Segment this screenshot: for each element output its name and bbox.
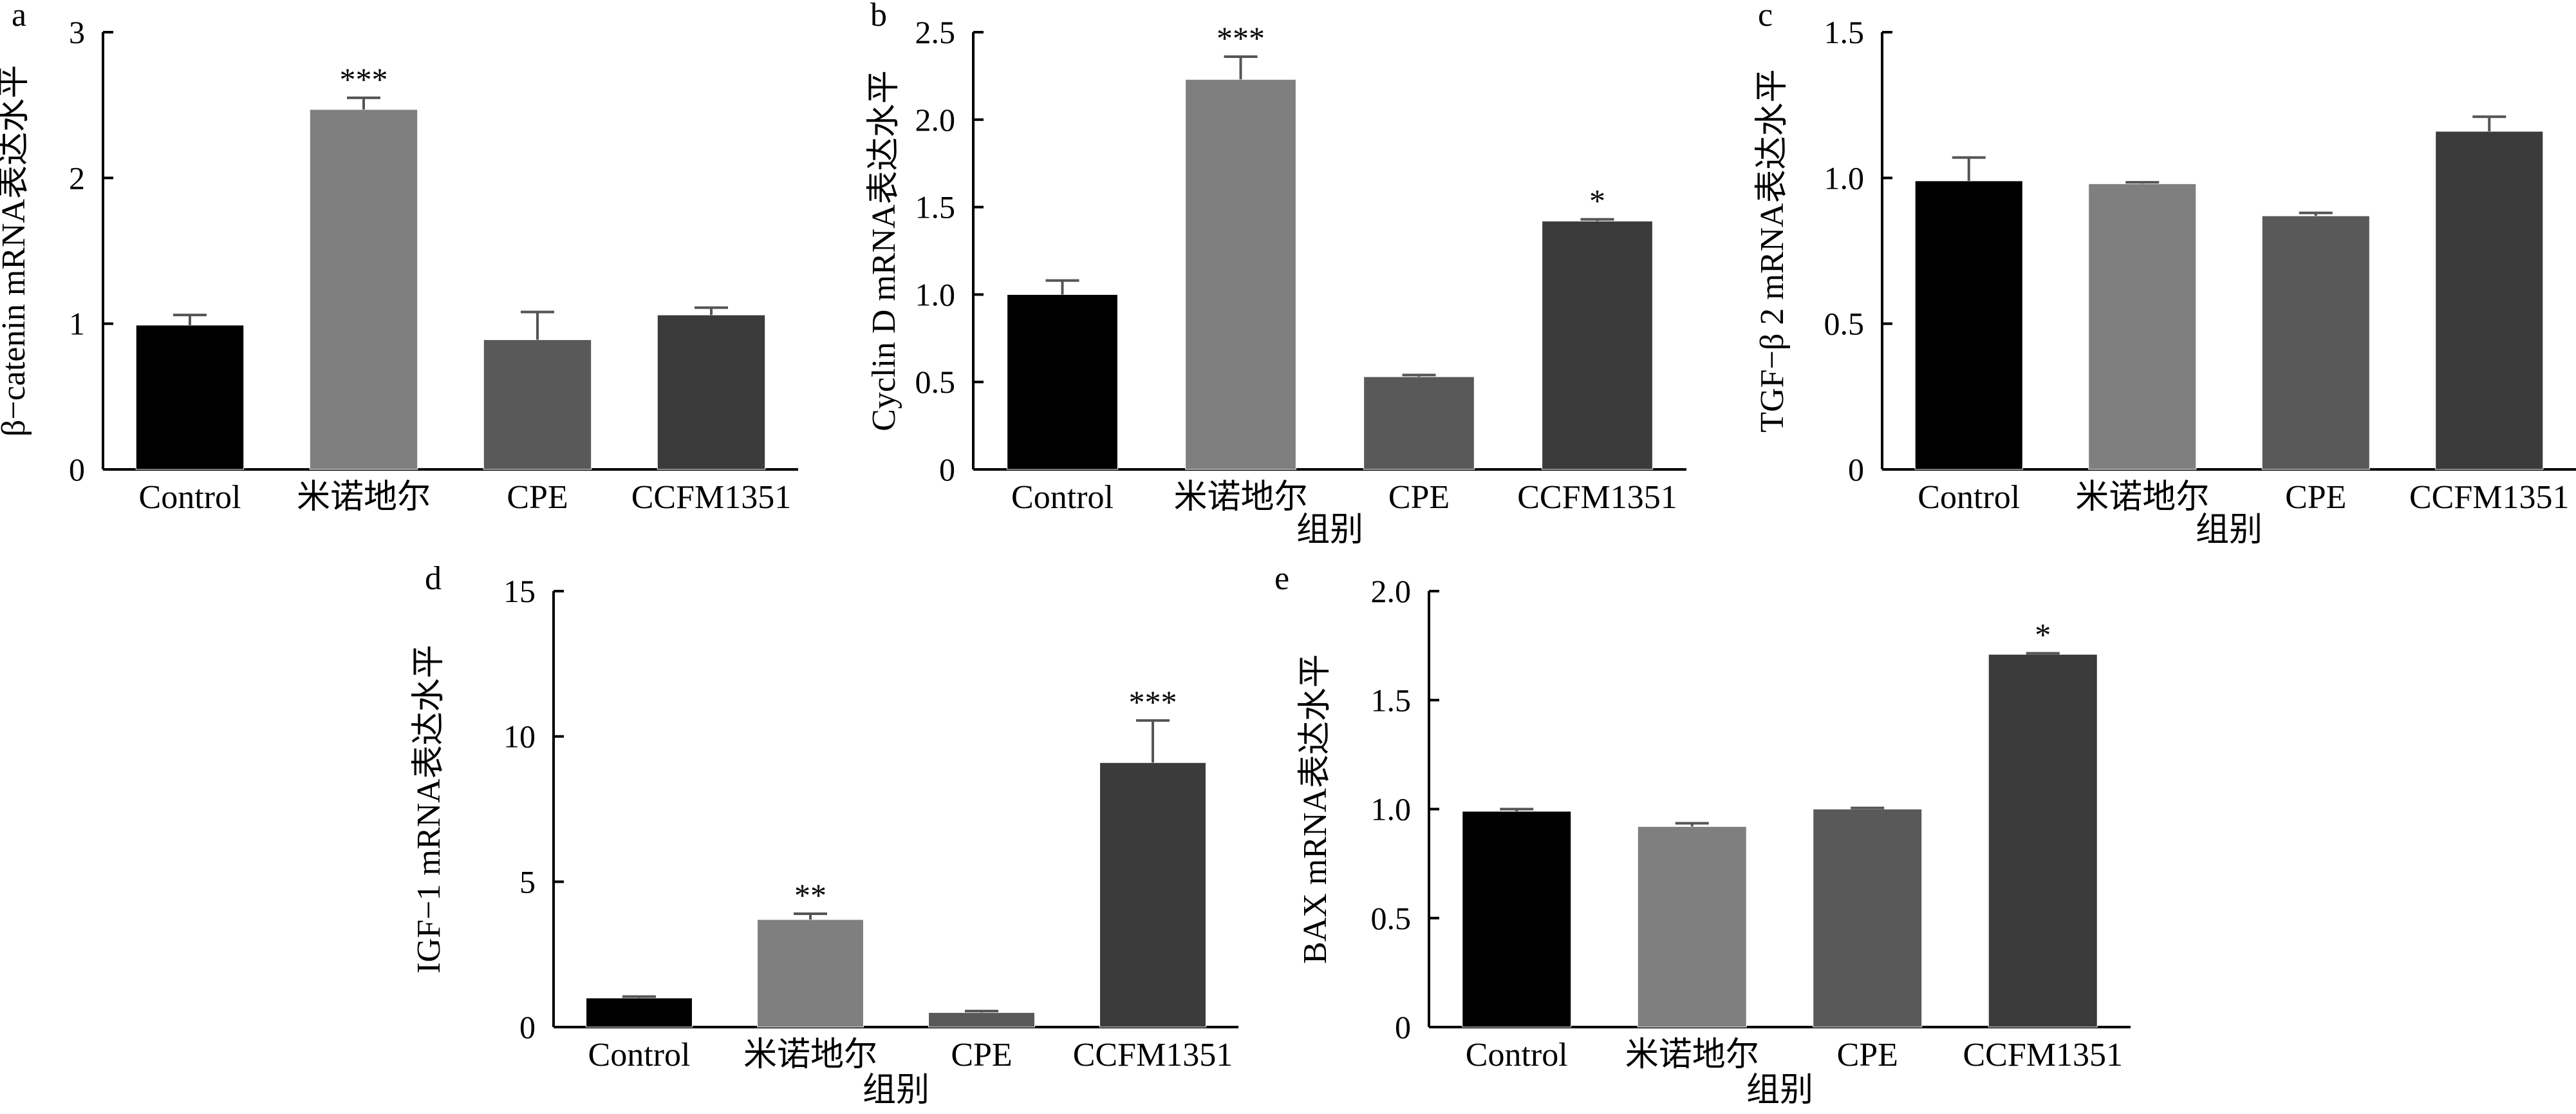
y-tick-label: 2.0 xyxy=(915,102,956,138)
significance-label: *** xyxy=(340,61,388,97)
x-tick-label: CPE xyxy=(2285,479,2346,516)
x-tick-label: CCFM1351 xyxy=(2409,479,2570,516)
y-tick-label: 0 xyxy=(69,451,85,487)
x-tick-label: 米诺地尔 xyxy=(1625,1037,1759,1073)
y-tick-label: 1.5 xyxy=(1824,14,1865,50)
y-tick-label: 0.5 xyxy=(1824,306,1865,342)
bar-d-1 xyxy=(757,919,864,1028)
bar-e-3 xyxy=(1988,654,2098,1028)
chart-panel-a: a 0 1 2 3 Control *** 米诺地尔 CPE CCFM1351 β−catenin … xyxy=(0,0,798,516)
significance-label: * xyxy=(2035,616,2051,652)
x-tick-label: Control xyxy=(139,479,241,516)
x-axis-title: 组别 xyxy=(863,1072,929,1109)
significance-label: * xyxy=(1589,183,1605,219)
x-tick-label: 米诺地尔 xyxy=(297,479,431,516)
y-tick-label: 0.5 xyxy=(1371,900,1412,936)
bar-e-1 xyxy=(1637,826,1747,1028)
bar-d-2 xyxy=(928,1012,1035,1028)
bar-a-0 xyxy=(135,325,245,470)
significance-label: *** xyxy=(1217,20,1265,56)
y-tick-label: 5 xyxy=(519,864,536,900)
x-tick-label: CPE xyxy=(1837,1037,1898,1073)
bar-a-3 xyxy=(657,314,766,470)
y-tick-label: 10 xyxy=(503,719,536,755)
y-tick-label: 1 xyxy=(69,306,85,342)
y-tick-label: 1.0 xyxy=(1371,791,1412,827)
x-tick-label: 米诺地尔 xyxy=(2075,479,2209,516)
bar-a-2 xyxy=(483,339,592,470)
bar-e-2 xyxy=(1813,809,1923,1028)
y-axis-title: β−catenin mRNA表达水平 xyxy=(0,65,32,437)
chart-panel-c: c 0 0.5 1.0 1.5 Control 米诺地尔 CPE CCFM1351 TGF−β 2… xyxy=(1754,0,2576,549)
bar-d-0 xyxy=(586,997,693,1028)
x-tick-label: CPE xyxy=(507,479,568,516)
x-tick-label: Control xyxy=(1918,479,2020,516)
bar-c-1 xyxy=(2088,183,2197,470)
bar-c-0 xyxy=(1914,180,2023,470)
bar-d-3 xyxy=(1099,762,1206,1028)
y-tick-label: 15 xyxy=(503,573,536,609)
x-tick-label: 米诺地尔 xyxy=(743,1037,877,1073)
panel-letter-d: d xyxy=(425,560,442,597)
bar-b-3 xyxy=(1542,220,1653,470)
x-tick-label: CCFM1351 xyxy=(631,479,792,516)
panel-letter-b: b xyxy=(870,0,887,33)
chart-panel-b: b 0 0.5 1.0 1.5 2.0 2.5 Control *** 米诺地尔 CPE * CCFM1… xyxy=(866,0,1686,549)
x-tick-label: CPE xyxy=(1388,479,1450,516)
y-tick-label: 2 xyxy=(69,160,85,196)
y-tick-label: 0.5 xyxy=(915,364,956,400)
x-axis-title: 组别 xyxy=(1746,1072,1813,1109)
significance-label: *** xyxy=(1129,684,1177,720)
significance-label: ** xyxy=(794,877,826,913)
y-tick-label: 0 xyxy=(939,451,955,487)
x-axis-title: 组别 xyxy=(1296,512,1363,549)
y-axis-title: Cyclin D mRNA表达水平 xyxy=(866,70,902,431)
x-tick-label: Control xyxy=(1011,479,1114,516)
x-axis-title: 组别 xyxy=(2196,512,2263,549)
y-tick-label: 3 xyxy=(69,14,85,50)
y-tick-label: 2.5 xyxy=(915,14,956,50)
x-tick-label: CCFM1351 xyxy=(1073,1037,1233,1073)
x-tick-label: CCFM1351 xyxy=(1963,1037,2123,1073)
bar-c-3 xyxy=(2435,131,2544,470)
bar-b-0 xyxy=(1007,294,1118,470)
panel-letter-e: e xyxy=(1274,560,1289,597)
bar-c-2 xyxy=(2261,215,2370,470)
y-axis-title: IGF−1 mRNA表达水平 xyxy=(411,645,447,973)
y-tick-label: 1.5 xyxy=(915,189,956,225)
x-tick-label: 米诺地尔 xyxy=(1173,479,1307,516)
y-axis-title: BAX mRNA表达水平 xyxy=(1297,654,1334,964)
y-tick-label: 1.0 xyxy=(1824,160,1865,196)
y-tick-label: 0 xyxy=(519,1009,536,1045)
y-tick-label: 1.5 xyxy=(1371,682,1412,718)
y-tick-label: 0 xyxy=(1848,451,1864,487)
x-tick-label: Control xyxy=(1466,1037,1568,1073)
y-axis-title: TGF−β 2 mRNA表达水平 xyxy=(1754,69,1791,432)
x-tick-label: CCFM1351 xyxy=(1517,479,1677,516)
y-tick-label: 0 xyxy=(1395,1009,1411,1045)
bar-b-2 xyxy=(1363,376,1475,470)
panel-letter-c: c xyxy=(1758,0,1773,33)
panel-letter-a: a xyxy=(12,0,26,33)
chart-panel-d: d 0 5 10 15 Control ** 米诺地尔 CPE *** CCFM1351 IGF−1 … xyxy=(411,560,1238,1109)
bar-b-1 xyxy=(1185,79,1296,470)
y-tick-label: 1.0 xyxy=(915,276,956,312)
x-tick-label: Control xyxy=(588,1037,691,1073)
bar-a-1 xyxy=(309,109,418,470)
y-tick-label: 2.0 xyxy=(1371,573,1412,609)
chart-panel-e: e 0 0.5 1.0 1.5 2.0 Control 米诺地尔 CPE * CCFM1351 BAX… xyxy=(1274,560,2131,1109)
bar-e-0 xyxy=(1462,811,1572,1028)
x-tick-label: CPE xyxy=(951,1037,1012,1073)
